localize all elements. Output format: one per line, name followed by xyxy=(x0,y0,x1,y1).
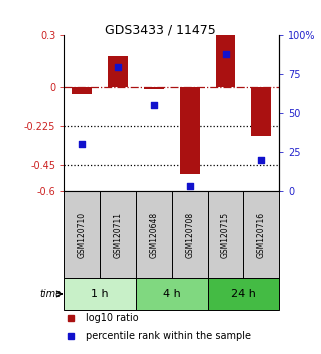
Point xyxy=(187,184,192,189)
Bar xyxy=(216,35,235,87)
Point xyxy=(80,142,85,147)
Bar xyxy=(64,191,100,278)
Point xyxy=(151,103,156,108)
Bar xyxy=(251,87,271,136)
Point xyxy=(259,157,264,163)
Text: GSM120710: GSM120710 xyxy=(78,212,87,258)
Bar xyxy=(136,278,208,309)
Point xyxy=(223,51,228,57)
Bar xyxy=(172,191,208,278)
Bar xyxy=(100,191,136,278)
Bar xyxy=(180,87,200,174)
Bar xyxy=(136,191,172,278)
Bar xyxy=(64,278,136,309)
Bar xyxy=(144,87,164,89)
Bar xyxy=(208,278,279,309)
Bar xyxy=(243,191,279,278)
Point xyxy=(116,64,121,69)
Text: 4 h: 4 h xyxy=(163,289,181,299)
Text: GSM120716: GSM120716 xyxy=(257,212,266,258)
Text: GSM120711: GSM120711 xyxy=(113,212,123,258)
Text: percentile rank within the sample: percentile rank within the sample xyxy=(86,331,251,342)
Text: GSM120715: GSM120715 xyxy=(221,212,230,258)
Text: GDS3433 / 11475: GDS3433 / 11475 xyxy=(105,23,216,36)
Bar xyxy=(208,191,243,278)
Text: GSM120708: GSM120708 xyxy=(185,212,194,258)
Text: 24 h: 24 h xyxy=(231,289,256,299)
Text: 1 h: 1 h xyxy=(91,289,109,299)
Bar xyxy=(72,87,92,94)
Text: log10 ratio: log10 ratio xyxy=(86,313,138,323)
Text: GSM120648: GSM120648 xyxy=(149,212,158,258)
Bar xyxy=(108,56,128,87)
Text: time: time xyxy=(39,289,61,299)
